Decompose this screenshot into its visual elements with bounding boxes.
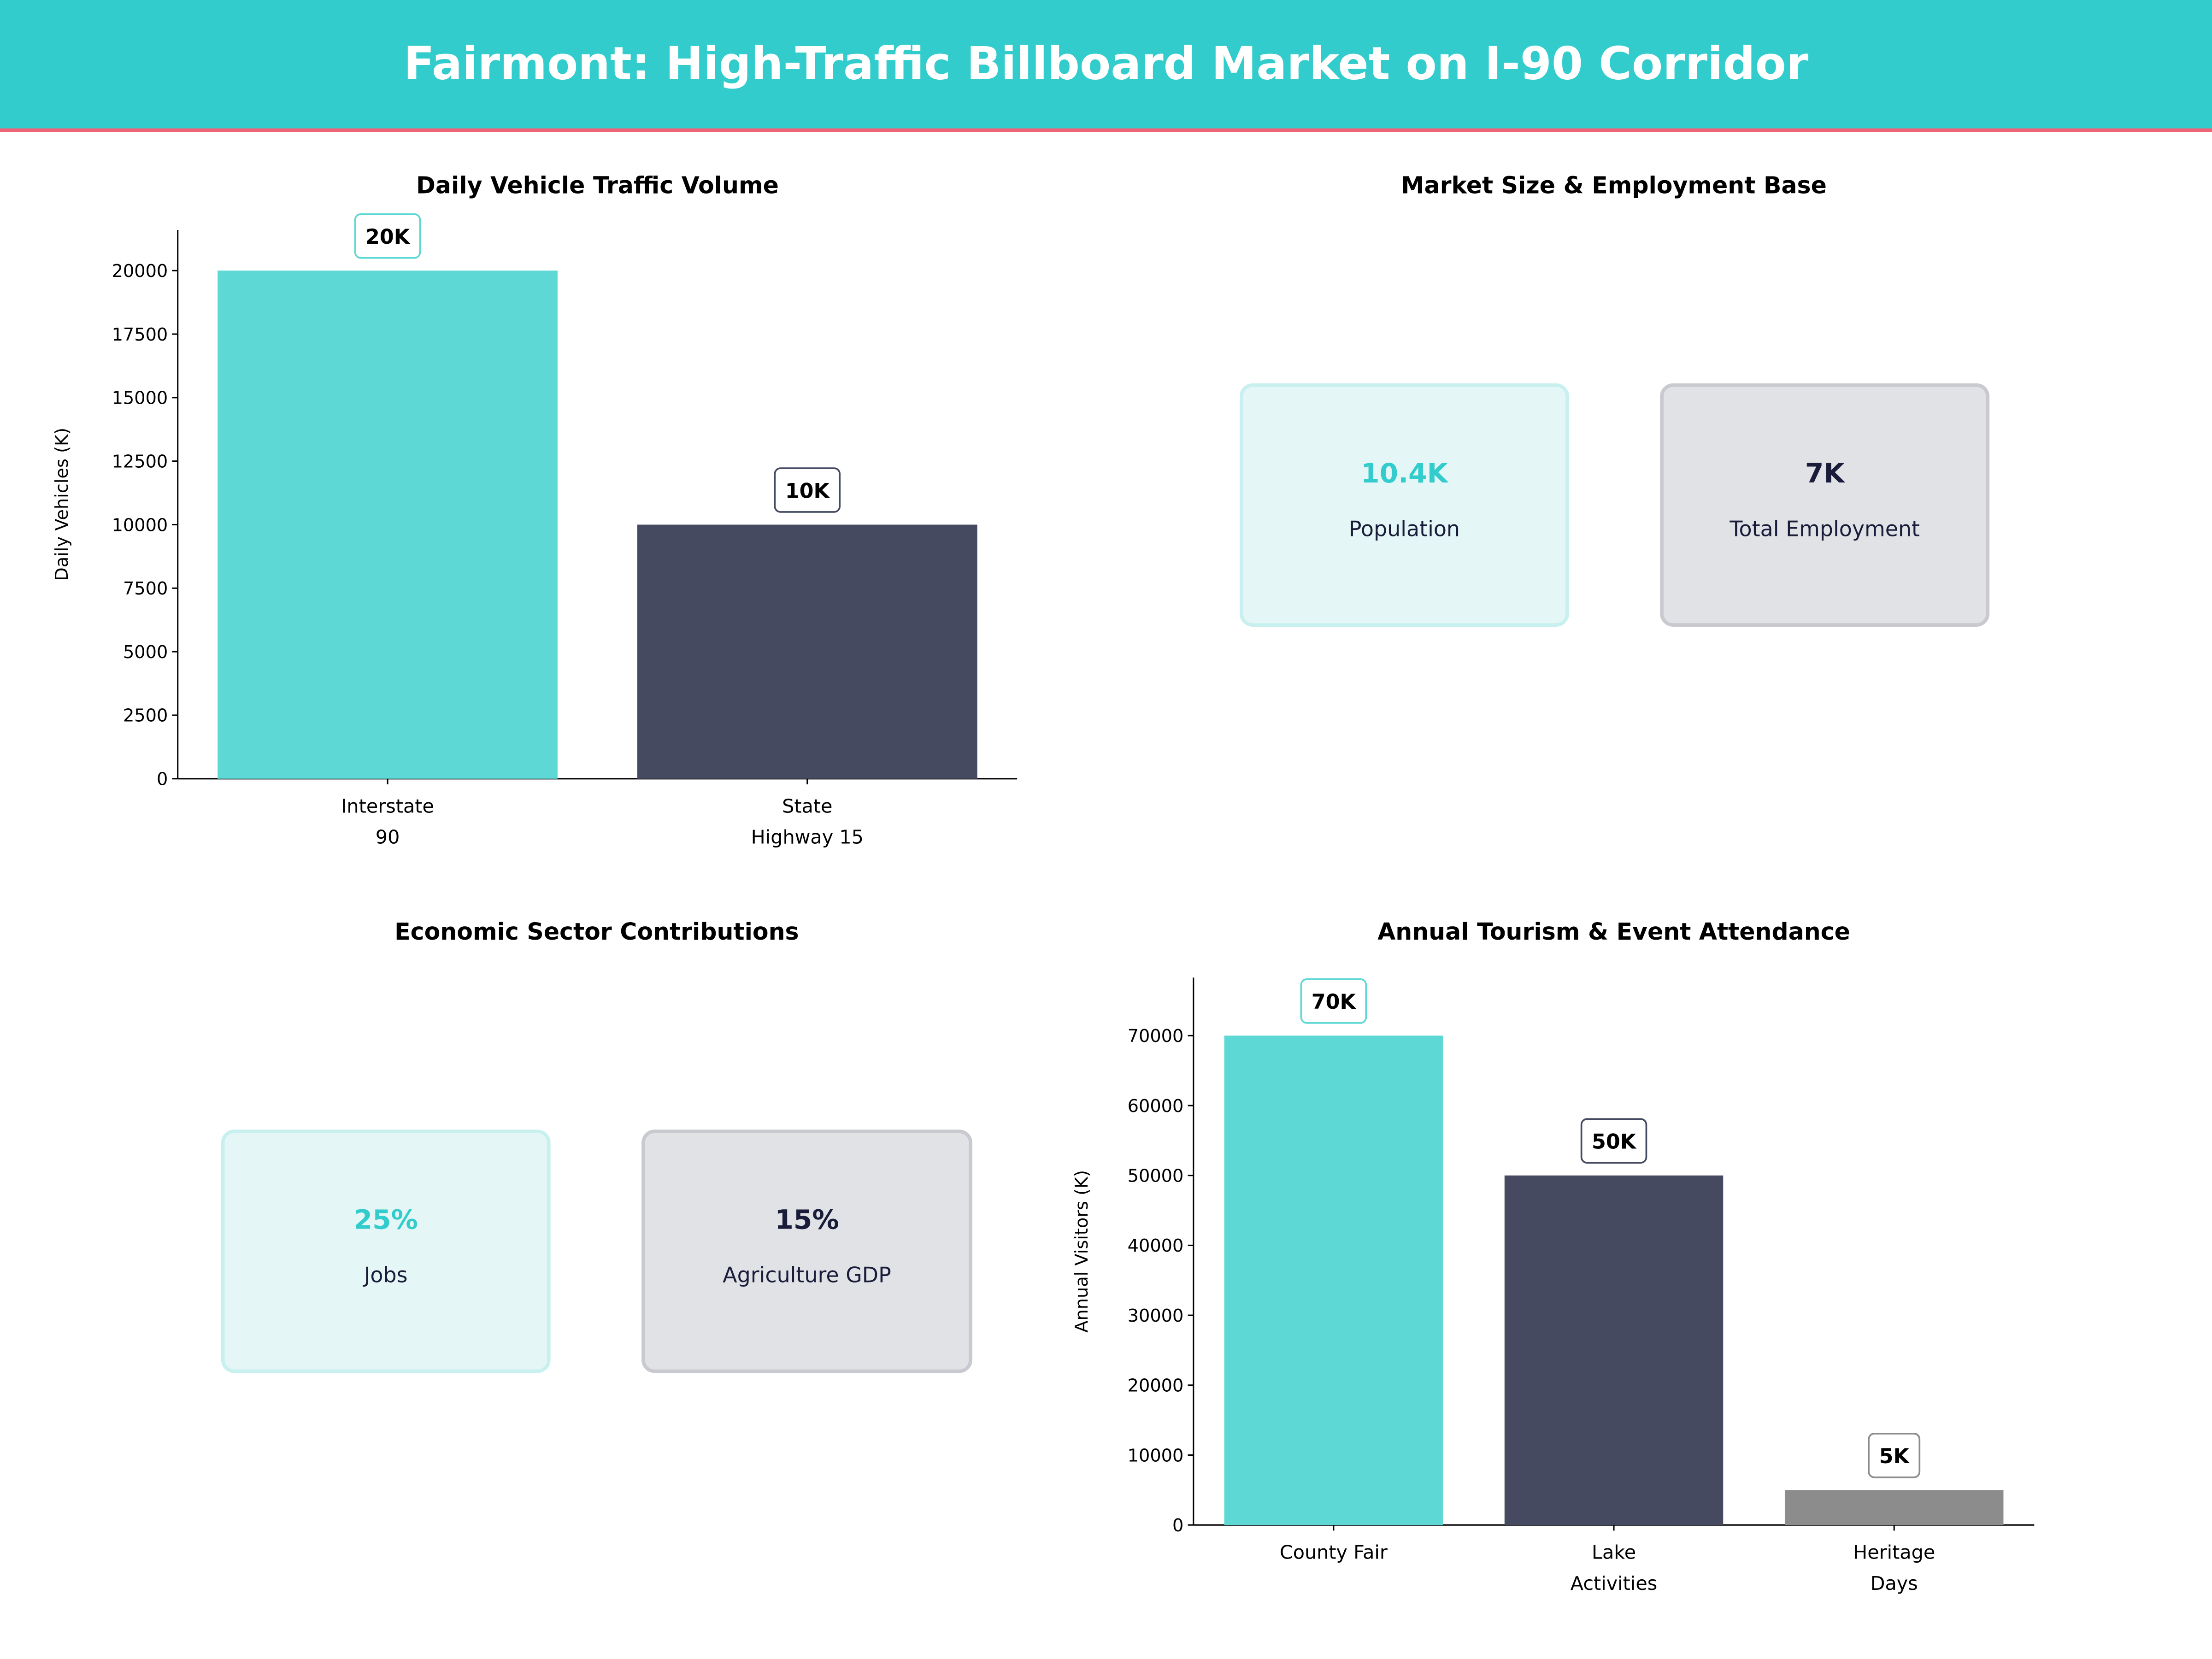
- y-tick-label: 10000: [112, 515, 168, 535]
- tourism-chart: Annual Tourism & Event Attendance 0 10000 2…: [1071, 918, 2035, 1594]
- y-axis-label: Daily Vehicles (K): [52, 428, 72, 581]
- x-tick-label: County Fair: [1280, 1541, 1388, 1564]
- bar: [1224, 1035, 1443, 1525]
- x-tick-label: Heritage: [1853, 1541, 1935, 1564]
- data-label: 10K: [785, 479, 830, 503]
- header-banner: [0, 0, 2212, 130]
- y-tick-label: 7500: [123, 578, 168, 599]
- y-tick-label: 30000: [1128, 1306, 1184, 1326]
- x-tick-label: Lake: [1592, 1541, 1636, 1564]
- y-tick-label: 20000: [1128, 1376, 1184, 1396]
- y-tick-label: 60000: [1128, 1096, 1184, 1117]
- kpi-value: 10.4K: [1361, 458, 1448, 489]
- kpi-value: 15%: [775, 1204, 839, 1235]
- data-label: 5K: [1879, 1445, 1910, 1468]
- data-label-box: [1580, 1118, 1647, 1164]
- kpi-card-population: 10.4K Population: [1240, 383, 1569, 627]
- header-accent-line: [0, 128, 2212, 132]
- chart-title: Daily Vehicle Traffic Volume: [416, 171, 779, 199]
- x-tick-label: Interstate: [341, 795, 434, 817]
- data-label: 70K: [1312, 990, 1357, 1014]
- kpi-card-jobs: 25% Jobs: [221, 1130, 551, 1373]
- data-label-box: [1868, 1433, 1921, 1478]
- bar: [637, 524, 977, 779]
- y-tick-label: 0: [1172, 1515, 1183, 1536]
- kpi-label: Total Employment: [1729, 516, 1920, 541]
- page-title: Fairmont: High-Traffic Billboard Market …: [404, 37, 1809, 90]
- data-label: 50K: [1592, 1130, 1637, 1154]
- x-tick-label: 90: [376, 826, 400, 848]
- bar: [1784, 1490, 2004, 1525]
- kpi-card-agriculture-gdp: 15% Agriculture GDP: [641, 1130, 972, 1373]
- x-tick-label: Activities: [1571, 1572, 1657, 1594]
- market-panel-title: Market Size & Employment Base: [1401, 171, 1827, 199]
- traffic-chart: Daily Vehicle Traffic Volume 0 2500 5000 750…: [52, 171, 1018, 848]
- chart-title: Annual Tourism & Event Attendance: [1377, 918, 1850, 945]
- y-tick-label: 20000: [112, 261, 168, 282]
- x-tick-label: Highway 15: [751, 826, 864, 848]
- y-tick-label: 40000: [1128, 1235, 1184, 1256]
- data-label-box: [354, 213, 421, 259]
- data-label-box: [774, 467, 841, 513]
- bar: [1504, 1175, 1724, 1525]
- kpi-label: Population: [1349, 516, 1460, 541]
- x-tick-label: State: [782, 795, 832, 817]
- y-tick-label: 10000: [1128, 1445, 1184, 1466]
- kpi-value: 25%: [354, 1204, 418, 1235]
- y-tick-label: 5000: [123, 642, 168, 663]
- kpi-label: Jobs: [363, 1263, 408, 1288]
- data-label: 20K: [365, 225, 411, 249]
- economy-panel-title: Economic Sector Contributions: [394, 918, 799, 945]
- kpi-label: Agriculture GDP: [723, 1263, 891, 1288]
- y-tick-label: 12500: [112, 451, 168, 472]
- y-tick-label: 70000: [1128, 1026, 1184, 1047]
- y-tick-label: 2500: [123, 706, 168, 726]
- y-axis-label: Annual Visitors (K): [1071, 1170, 1092, 1333]
- kpi-value: 7K: [1805, 458, 1845, 489]
- y-tick-label: 50000: [1128, 1165, 1184, 1186]
- y-tick-label: 17500: [112, 324, 168, 345]
- kpi-card-employment: 7K Total Employment: [1660, 383, 1990, 627]
- x-tick-label: Days: [1871, 1572, 1918, 1594]
- y-tick-label: 15000: [112, 388, 168, 409]
- data-label-box: [1300, 978, 1367, 1024]
- y-tick-label: 0: [157, 769, 168, 790]
- bar: [218, 271, 558, 779]
